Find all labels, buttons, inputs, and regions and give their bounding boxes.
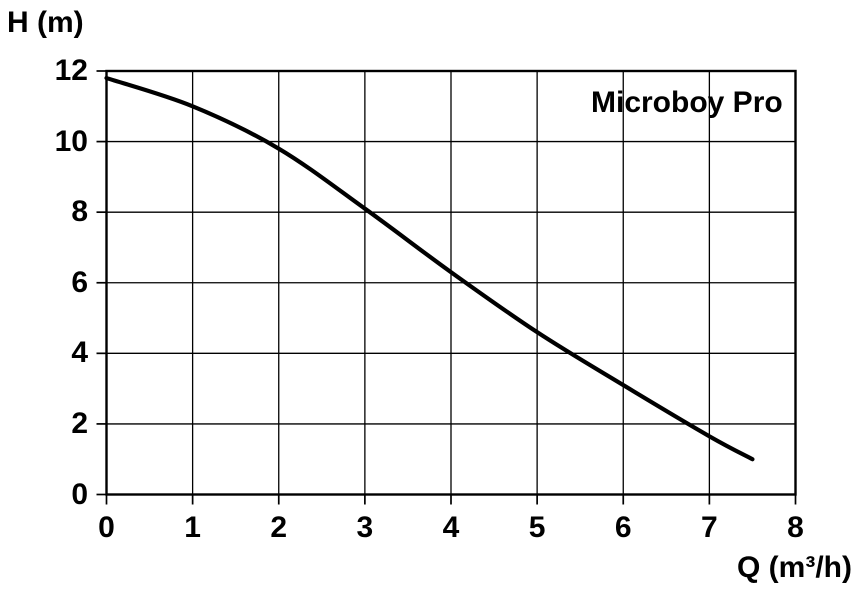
x-tick-label-3: 3 xyxy=(356,511,374,544)
y-tick-label-8: 8 xyxy=(71,195,88,229)
y-tick-label-4: 4 xyxy=(71,336,88,370)
x-tick-label-4: 4 xyxy=(442,511,460,544)
y-tick-label-2: 2 xyxy=(71,406,88,440)
y-tick-label-12: 12 xyxy=(54,54,88,87)
pump-curve xyxy=(104,75,755,462)
x-tick-label-7: 7 xyxy=(701,511,718,544)
x-tick-label-0: 0 xyxy=(98,511,115,544)
plot-frame xyxy=(105,69,797,496)
x-axis-title: Q (m³/h) xyxy=(737,551,852,584)
y-tick-label-10: 10 xyxy=(54,124,88,158)
x-tick-label-1: 1 xyxy=(184,511,201,544)
x-tick-label-8: 8 xyxy=(787,511,804,544)
x-tick-label-5: 5 xyxy=(528,511,546,544)
y-tick-label-0: 0 xyxy=(71,477,88,511)
y-axis-title: H (m) xyxy=(7,6,84,39)
y-tick-label-6: 6 xyxy=(71,265,88,299)
x-tick-label-2: 2 xyxy=(270,511,288,544)
series-label: Microboy Pro xyxy=(591,86,783,119)
x-tick-label-6: 6 xyxy=(614,511,632,544)
